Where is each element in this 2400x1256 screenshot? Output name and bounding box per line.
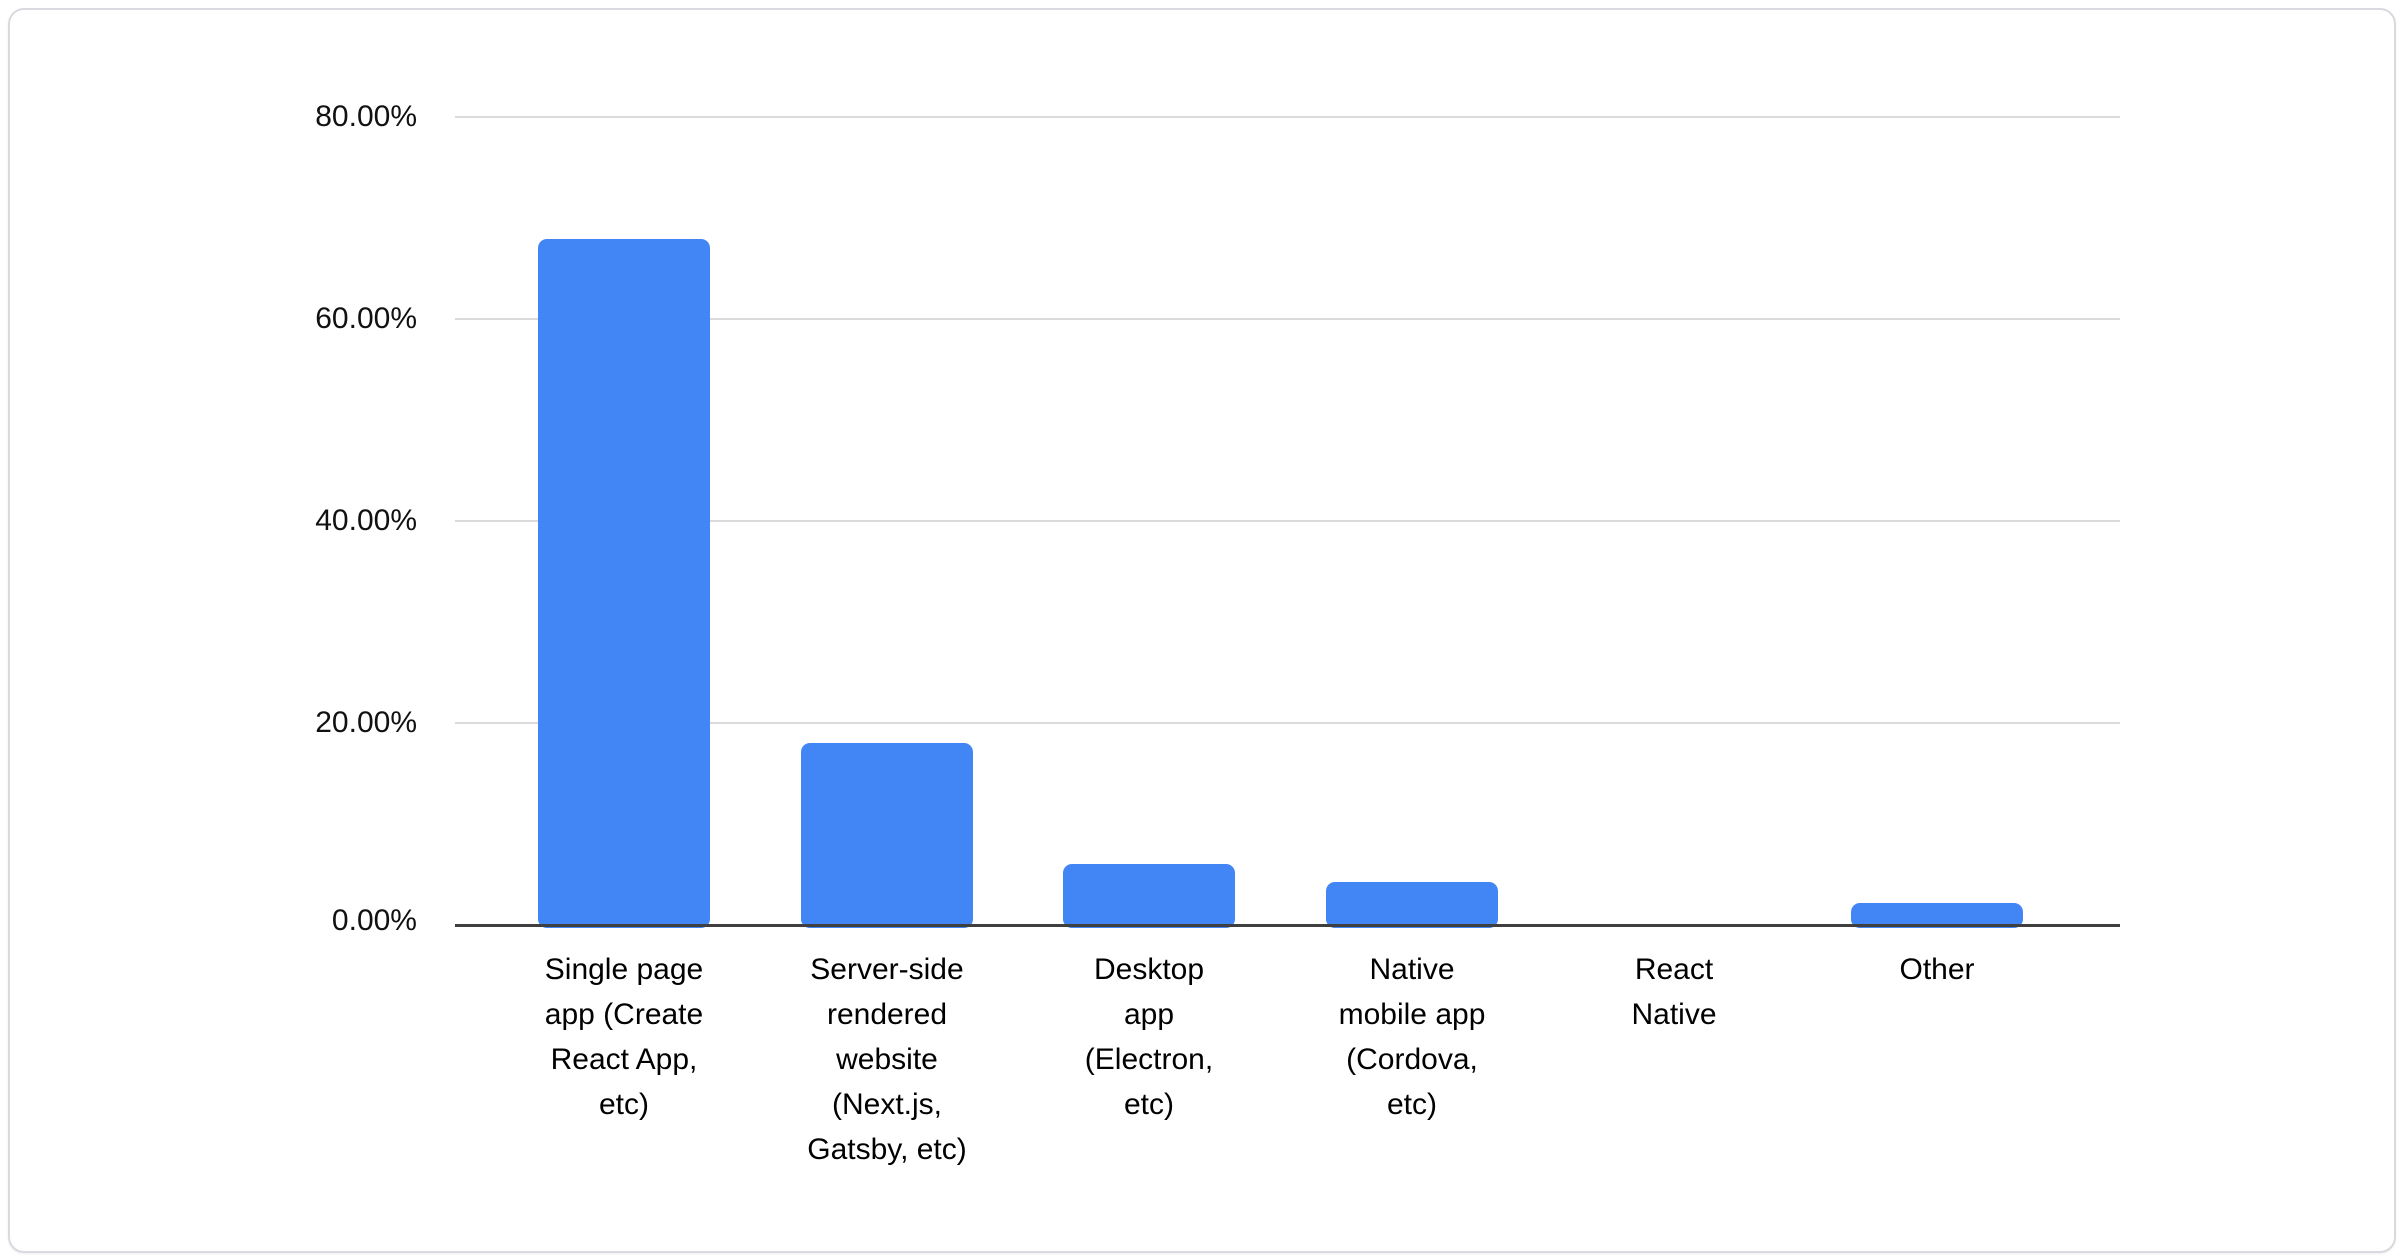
x-axis-category-label: React Native (1631, 953, 1717, 1031)
x-axis-category-label: Desktop app (Electron, etc) (1084, 953, 1214, 1121)
bar[interactable] (801, 743, 973, 928)
x-axis-category-label: Native mobile app (Cordova, etc) (1338, 953, 1486, 1121)
chart-card: 80.00% 60.00% 40.00% 20.00% 0.00% Single page… (8, 8, 2396, 1253)
gridline (455, 520, 2120, 522)
y-axis-tick-label: 80.00% (315, 100, 417, 133)
y-axis-tick-label: 0.00% (331, 904, 417, 937)
bar[interactable] (538, 239, 710, 928)
y-axis-tick-label: 20.00% (315, 706, 417, 739)
y-axis-tick-label: 40.00% (315, 504, 417, 537)
x-axis-category-label: Other (1899, 953, 1975, 986)
x-axis-category-label: Single page app (Create React App, etc) (544, 953, 704, 1121)
gridline (455, 318, 2120, 320)
bar[interactable] (1326, 882, 1498, 928)
x-axis-line (455, 924, 2120, 927)
x-axis-category-label: Server-side rendered website (Next.js, G… (807, 953, 967, 1166)
y-axis-tick-label: 60.00% (315, 302, 417, 335)
bar[interactable] (1851, 903, 2023, 928)
plot-area: 80.00% 60.00% 40.00% 20.00% 0.00% Single page… (10, 10, 2394, 1251)
gridline (455, 722, 2120, 724)
gridline (455, 116, 2120, 118)
bar[interactable] (1063, 864, 1235, 928)
